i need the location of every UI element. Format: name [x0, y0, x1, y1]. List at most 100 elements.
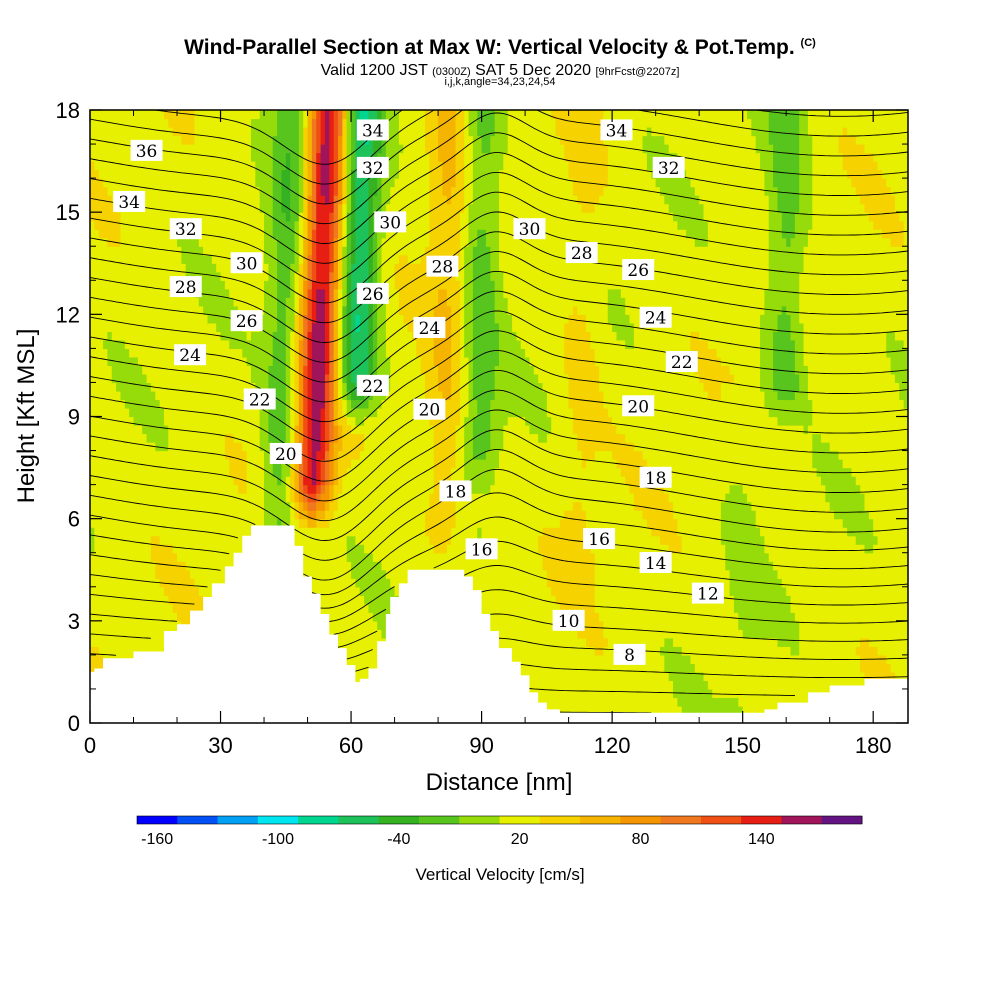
isentrope-label: 12: [691, 582, 724, 605]
valid-prefix: Valid 1200 JST: [320, 62, 428, 79]
isentrope-line: [90, 211, 908, 324]
colorbar-swatch: [418, 816, 460, 824]
colorbar-swatch: [539, 816, 581, 824]
y-tick-label: 15: [56, 200, 80, 225]
isentrope-line: [90, 270, 908, 383]
y-tick-label: 3: [68, 609, 80, 634]
colorbar-tick-label: -100: [262, 831, 294, 848]
isentrope-label: 24: [413, 316, 446, 339]
isentrope-line: [559, 711, 652, 714]
colorbar-swatch: [177, 816, 219, 824]
isentrope-line: [90, 330, 908, 442]
chart-title-text: Wind-Parallel Section at Max W: Vertical…: [184, 36, 795, 59]
x-tick-label: 30: [208, 733, 232, 758]
isentrope-line: [90, 251, 908, 363]
isentrope-label-text: 24: [419, 319, 441, 339]
isentrope-label: 22: [243, 388, 276, 410]
isentrope-line: [90, 429, 908, 541]
isentrope-line: [90, 350, 908, 462]
contour-labels: 36 34 32 30 28 26 24 22 20 34 32 30 26 22 28 24 20 18 16 34…: [113, 119, 724, 666]
isentrope-label: 24: [639, 306, 672, 329]
colorbar-swatch: [499, 816, 541, 824]
isentrope-label: 26: [230, 310, 263, 332]
terrain-mask: [90, 525, 908, 723]
isentrope-label-text: 10: [558, 612, 580, 632]
colorbar-label: Vertical Velocity [cm/s]: [415, 865, 584, 884]
isentrope-line: [90, 112, 908, 225]
isentrope-label: 30: [513, 218, 546, 240]
isentrope-label-text: 32: [362, 159, 384, 179]
isentrope-label-text: 30: [379, 213, 401, 233]
chart-title: Wind-Parallel Section at Max W: Vertical…: [0, 36, 1000, 60]
isentrope-label: 28: [565, 242, 598, 264]
colorbar-tick-label: 20: [511, 831, 529, 848]
isentrope-label: 14: [639, 551, 672, 574]
isentrope-line: [90, 589, 908, 648]
colorbar: -160 -100 -40 20 80 140: [136, 815, 863, 848]
colorbar-swatch: [700, 816, 742, 824]
isentrope-label: 20: [622, 395, 655, 417]
isentrope-label: 32: [652, 156, 685, 179]
isentrope-label-text: 28: [432, 258, 454, 278]
isentrope-label: 28: [169, 276, 202, 298]
isentrope-label: 36: [130, 139, 163, 162]
isentrope-label: 18: [439, 480, 472, 502]
isentrope-label-text: 26: [236, 312, 258, 332]
valid-utc: (0300Z): [432, 66, 471, 78]
x-tick-label: 180: [855, 733, 892, 758]
potential-temperature-contours: [90, 110, 908, 714]
isentrope-label-text: 32: [175, 220, 197, 240]
isentrope-label-text: 34: [362, 121, 384, 141]
isentrope-label: 16: [465, 538, 498, 560]
x-tick-label: 0: [84, 733, 96, 758]
colorbar-swatch: [741, 816, 782, 824]
isentrope-label-text: 34: [118, 193, 140, 213]
isentrope-line: [90, 231, 908, 343]
isentrope-label-text: 20: [275, 445, 297, 465]
isentrope-label: 30: [230, 252, 263, 274]
colorbar-tick-label: -160: [141, 831, 173, 848]
isentrope-line: [90, 191, 908, 304]
isentrope-label: 30: [374, 211, 407, 233]
isentrope-line: [90, 132, 908, 244]
isentrope-label: 32: [356, 156, 389, 179]
colorbar-swatch: [298, 816, 339, 824]
isentrope-line: [90, 565, 908, 635]
isentrope-label-text: 36: [136, 142, 158, 162]
colorbar-swatch: [660, 816, 702, 824]
colorbar-swatch: [217, 816, 259, 824]
isentrope-label: 28: [426, 255, 459, 278]
isentrope-label-text: 20: [627, 397, 649, 417]
isentrope-label-text: 18: [445, 482, 467, 502]
isentrope-label: 18: [639, 466, 672, 489]
isentrope-label-text: 16: [588, 530, 610, 550]
isentrope-label-text: 34: [606, 121, 628, 141]
isentrope-label-text: 28: [175, 278, 197, 298]
x-axis-label: Distance [nm]: [426, 769, 573, 796]
isentrope-label-text: 8: [624, 646, 635, 666]
isentrope-label: 20: [413, 398, 446, 421]
isentrope-line: [90, 468, 908, 581]
x-tick-label: 120: [594, 733, 631, 758]
colorbar-swatch: [257, 816, 299, 824]
isentrope-label-text: 12: [697, 585, 719, 605]
isentrope-label-text: 16: [471, 540, 493, 560]
y-tick-label: 0: [68, 711, 80, 736]
isentrope-line: [90, 110, 908, 205]
isentrope-label-text: 26: [362, 285, 384, 305]
isentrope-label: 34: [356, 119, 389, 141]
isentrope-line: [90, 171, 908, 284]
isentrope-line: [90, 409, 908, 522]
isentrope-label-text: 22: [249, 390, 271, 410]
isentrope-label: 32: [169, 218, 202, 240]
colorbar-frame: [136, 815, 863, 825]
y-tick-label: 18: [56, 98, 80, 123]
copyright-mark: (C): [800, 37, 816, 49]
isentrope-label: 24: [174, 344, 207, 366]
colorbar-tick-label: 80: [632, 831, 650, 848]
isentrope-label-text: 30: [519, 220, 541, 240]
colorbar-swatch: [781, 816, 823, 824]
terrain: [90, 525, 908, 723]
isentrope-label: 26: [622, 259, 655, 281]
